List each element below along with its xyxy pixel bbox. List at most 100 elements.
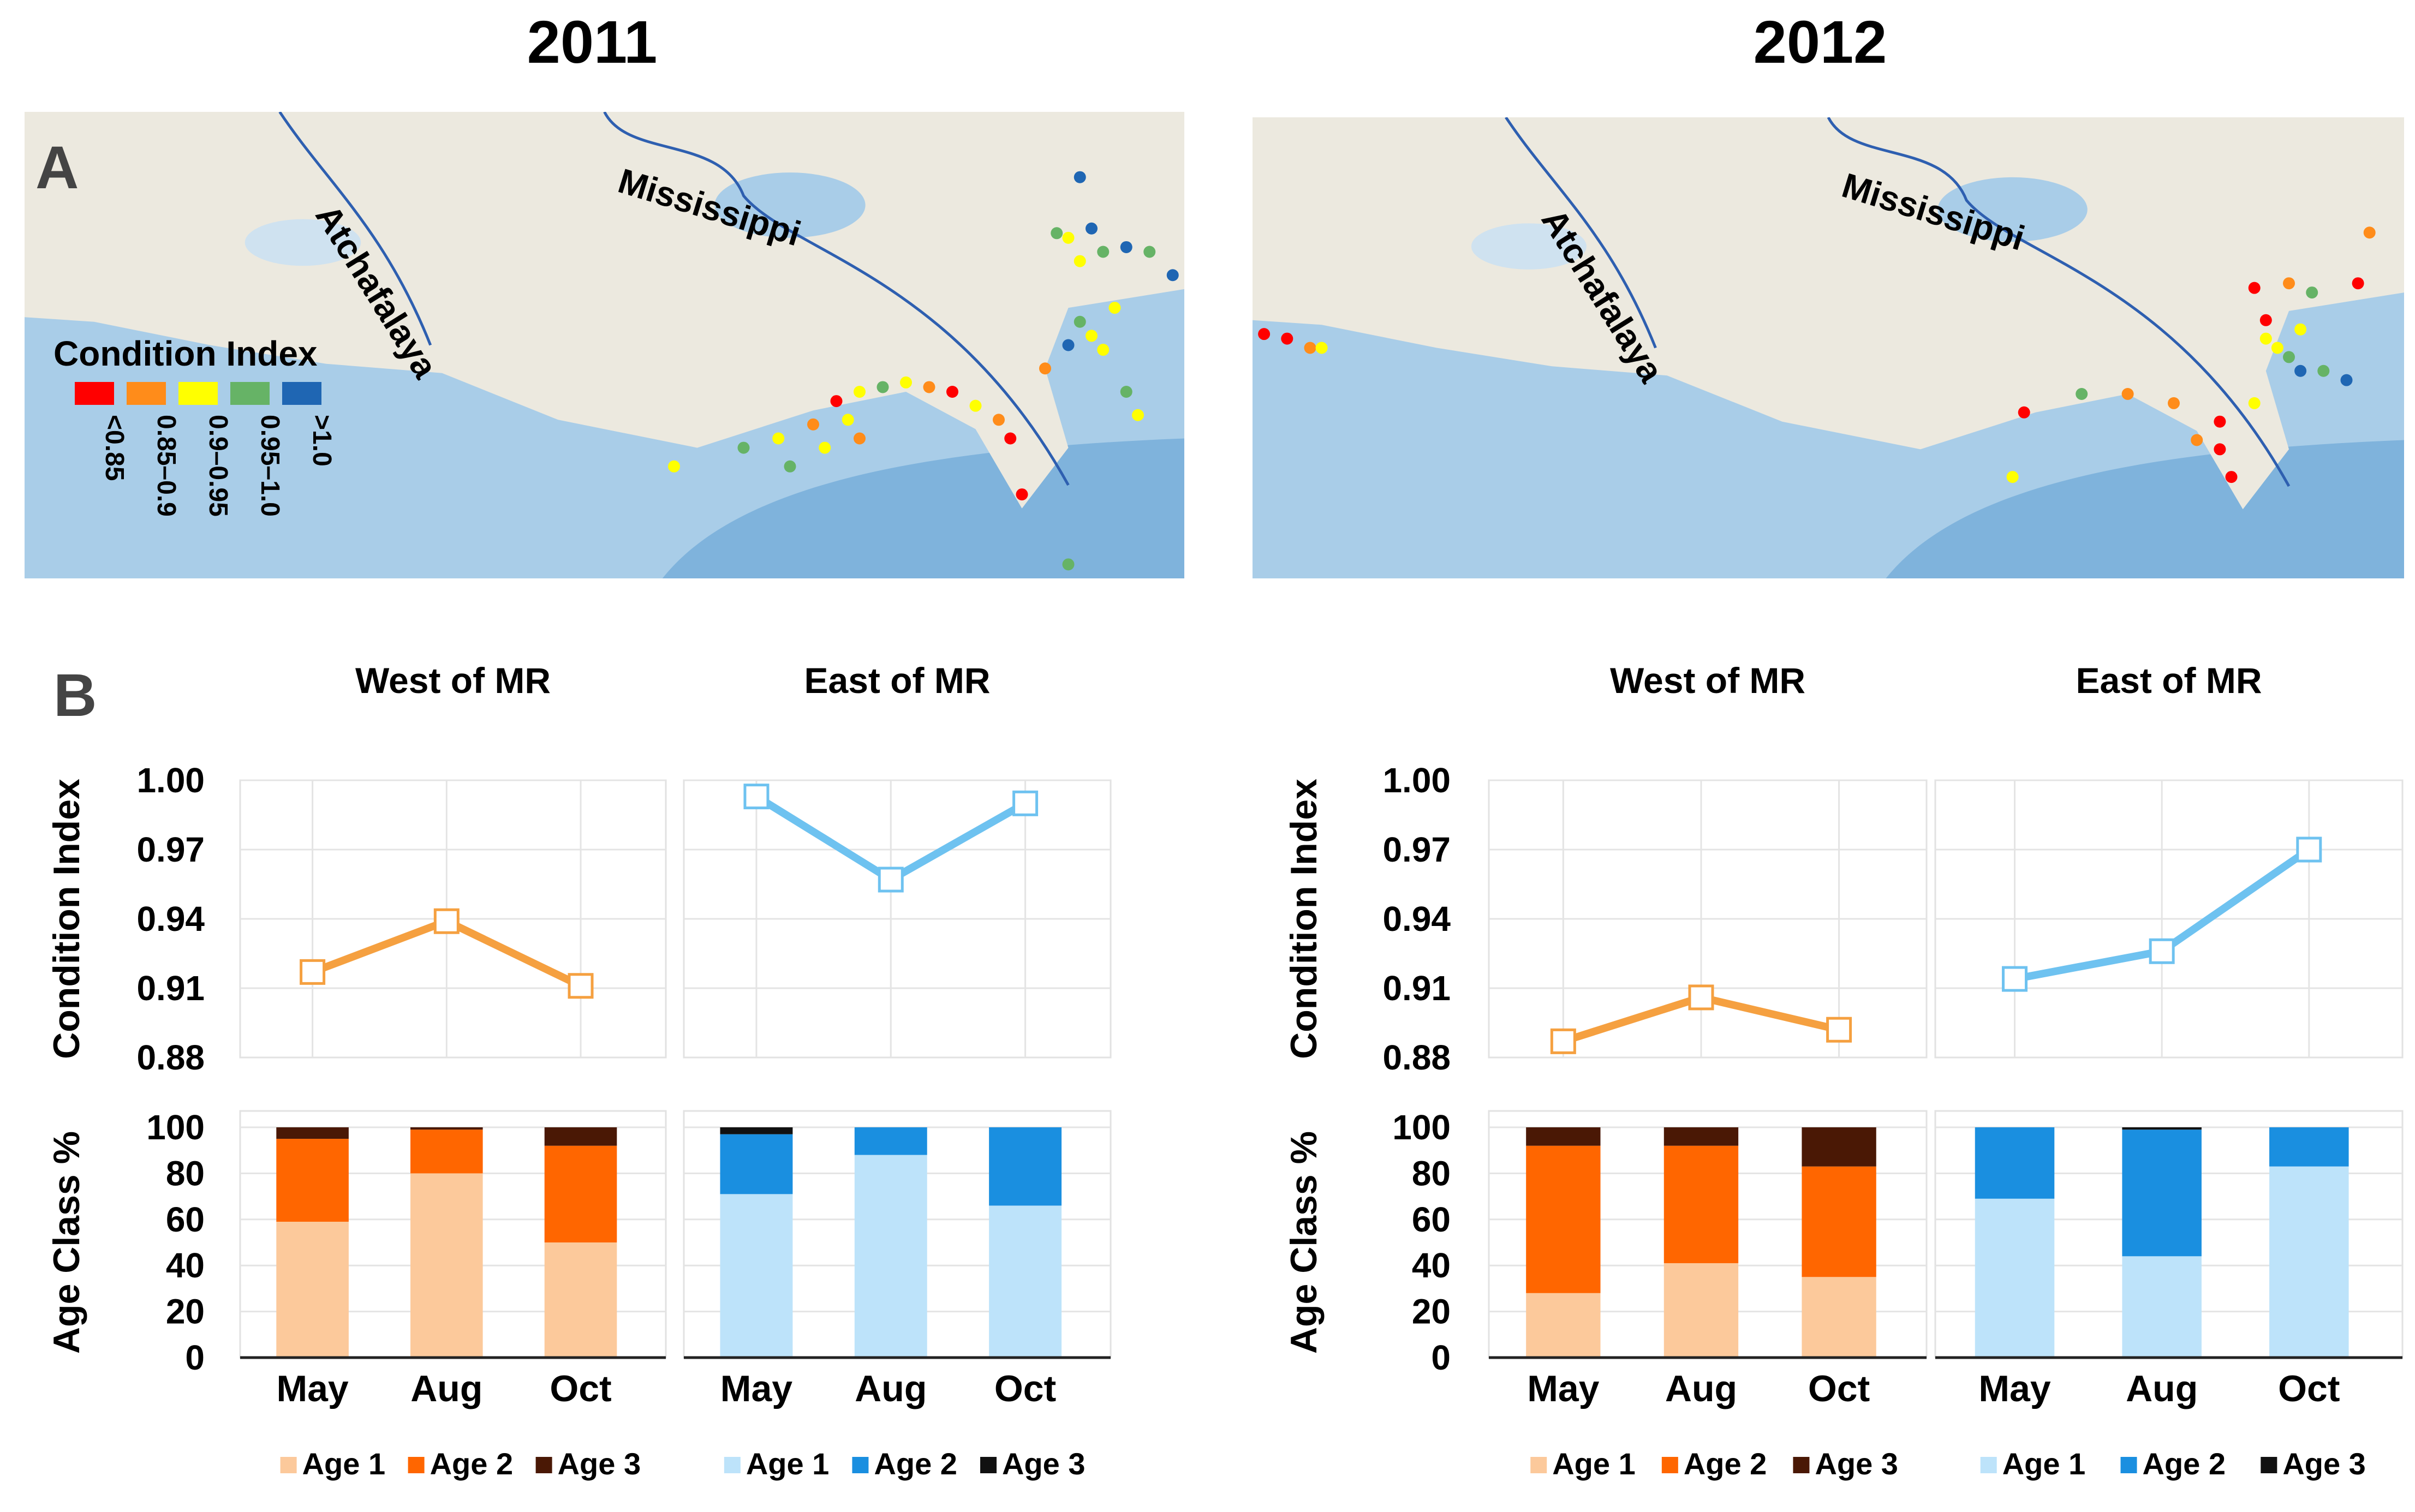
site-dot [1132, 409, 1144, 421]
site-dot [2006, 471, 2019, 483]
site-dot [1086, 222, 1098, 235]
site-dot [1166, 269, 1179, 282]
bar-segment-age-1 [1802, 1277, 1876, 1358]
y-axis-label-condition: Condition Index [1283, 779, 1325, 1059]
legend-swatch [724, 1457, 741, 1473]
bar-segment-age-3 [410, 1127, 483, 1130]
y-tick-label: 0.91 [136, 969, 205, 1008]
legend-label: 0.95–1.0 [255, 415, 284, 517]
legend-swatch [1793, 1457, 1810, 1473]
chart-panel: West of MR May Aug Oct Age 1 Age 2 Age 3 [239, 660, 667, 1481]
y-tick-label: 0 [1431, 1338, 1451, 1377]
condition-index-legend: Condition Index <0.85 0.85–0.9 0.9–0.95 0.95… [53, 334, 336, 517]
site-dot [842, 414, 854, 426]
y-tick-label: 20 [166, 1292, 205, 1331]
site-dot [900, 376, 912, 389]
y-tick-label: 1.00 [1382, 761, 1451, 800]
x-tick-label: May [1527, 1368, 1599, 1409]
site-dot [2294, 323, 2307, 336]
legend-label: 0.85–0.9 [152, 415, 181, 517]
chart-panel: East of MR May Aug Oct Age 1 Age 2 Age 3 [683, 660, 1112, 1481]
y-tick-label: 100 [146, 1108, 205, 1147]
y-tick-label: 60 [1412, 1200, 1451, 1239]
legend-label: Age 1 [302, 1447, 386, 1481]
land-mass [1253, 117, 2404, 510]
site-dot [1062, 231, 1075, 244]
y-tick-label: 0.91 [1382, 969, 1451, 1008]
legend-swatch [127, 382, 166, 405]
y-tick-label: 0.88 [136, 1038, 205, 1077]
data-point-marker [2002, 966, 2028, 992]
site-dot [2248, 282, 2261, 294]
y-axis-label-age: Age Class % [46, 1131, 87, 1354]
bar-segment-age-1 [2269, 1166, 2349, 1358]
legend-label: Age 2 [874, 1447, 957, 1481]
y-axis-label-age: Age Class % [1283, 1131, 1325, 1354]
lake-west [245, 219, 361, 266]
site-dot [1097, 344, 1110, 356]
bar-segment-age-3 [276, 1127, 349, 1139]
legend-label: >1.0 [307, 415, 336, 467]
bar-segment-age-1 [720, 1194, 793, 1358]
y-tick-label: 0.94 [136, 899, 205, 939]
y-axes-2012: 1.00 0.97 0.94 0.91 0.88 100 80 60 40 20 0 Conditio… [1283, 761, 1451, 1377]
bar-segment-age-3 [720, 1127, 793, 1134]
legend-swatch [230, 382, 270, 405]
site-dot [923, 381, 935, 393]
y-tick-label: 60 [166, 1200, 205, 1239]
x-tick-label: Aug [855, 1368, 927, 1409]
data-point-marker [433, 908, 460, 934]
site-dot [1062, 558, 1075, 571]
bar-segment-age-2 [2122, 1129, 2202, 1257]
y-tick-label: 1.00 [136, 761, 205, 800]
bar-segment-age-1 [2122, 1256, 2202, 1358]
x-tick-label: Aug [1665, 1368, 1737, 1409]
panel-a-label: A [35, 134, 79, 201]
site-dot [2317, 364, 2330, 377]
y-tick-label: 80 [166, 1154, 205, 1193]
y-tick-label: 0.94 [1382, 899, 1451, 939]
legend-swatch [1530, 1457, 1547, 1473]
bar-segment-age-1 [1663, 1263, 1739, 1358]
site-dot [2121, 388, 2134, 400]
deep-water [662, 438, 1184, 578]
legend-swatch [1661, 1457, 1678, 1473]
bar-segment-age-2 [544, 1145, 617, 1242]
site-dot [1304, 342, 1316, 354]
data-point-marker [878, 866, 904, 893]
legend-label: Age 3 [558, 1447, 641, 1481]
legend-label: Age 3 [1002, 1447, 1086, 1481]
site-dot [1108, 302, 1121, 314]
bar-segment-age-1 [989, 1205, 1062, 1358]
site-dot [2259, 314, 2272, 326]
data-point-marker [1012, 790, 1039, 816]
y-axes-2011: 1.00 0.97 0.94 0.91 0.88 100 80 60 40 20 0 Conditio… [46, 761, 205, 1377]
site-dot [2191, 434, 2203, 446]
bar-segment-age-3 [1802, 1127, 1876, 1167]
x-tick-label: Oct [550, 1368, 611, 1409]
legend-title: Condition Index [53, 334, 318, 373]
site-dot [1258, 328, 1271, 340]
legend-label: Age 2 [430, 1447, 514, 1481]
x-tick-label: May [276, 1368, 348, 1409]
site-dot [854, 386, 866, 398]
legend-swatch [1980, 1457, 1997, 1473]
bar-segment-age-2 [854, 1127, 927, 1155]
x-tick-label: Aug [410, 1368, 482, 1409]
site-dot [668, 460, 680, 473]
y-tick-label: 40 [166, 1246, 205, 1285]
data-point-marker [1826, 1017, 1852, 1043]
site-dot [2306, 286, 2318, 299]
bar-segment-age-2 [989, 1127, 1062, 1206]
y-tick-label: 0 [185, 1338, 205, 1377]
x-tick-label: Oct [994, 1368, 1056, 1409]
legend-label: <0.85 [100, 415, 129, 481]
bar-segment-age-2 [1663, 1145, 1739, 1263]
bar-segment-age-2 [1802, 1166, 1876, 1277]
x-tick-label: Aug [2126, 1368, 2198, 1409]
site-dot [1062, 339, 1075, 351]
site-dot [1074, 255, 1086, 267]
site-dot [2225, 471, 2238, 483]
site-dot [2352, 277, 2364, 290]
region-title: East of MR [804, 660, 990, 701]
